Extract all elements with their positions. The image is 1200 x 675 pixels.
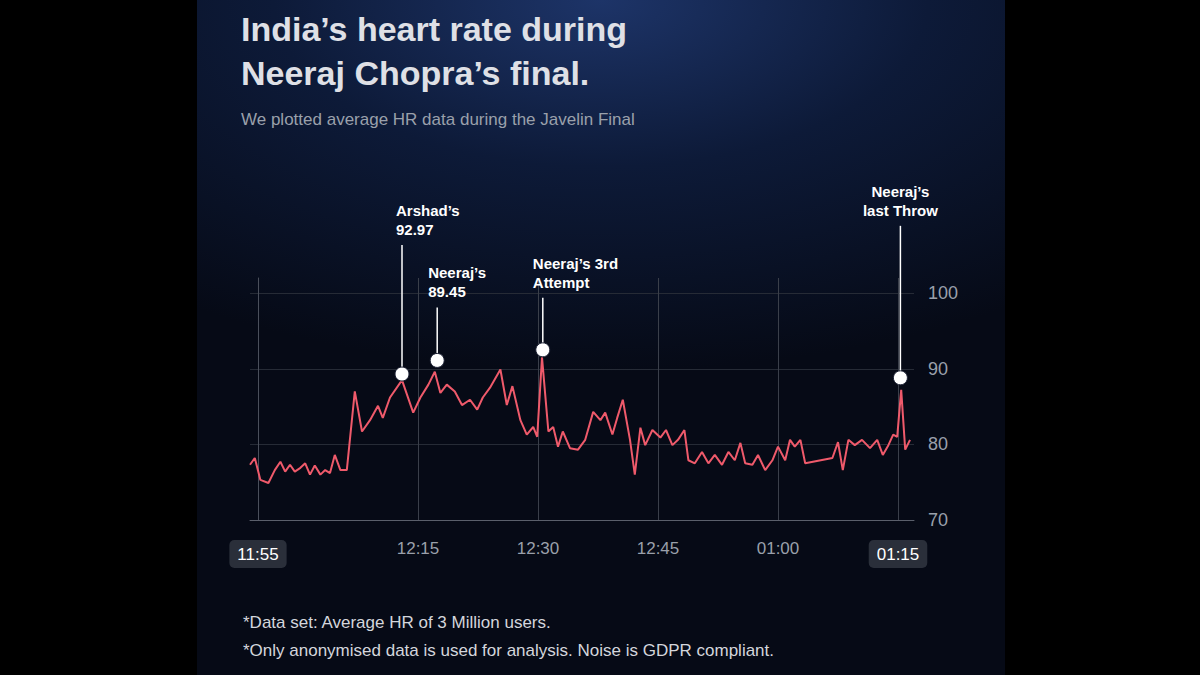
- svg-text:100: 100: [928, 283, 958, 303]
- svg-text:Attempt: Attempt: [533, 274, 590, 291]
- svg-text:70: 70: [928, 510, 948, 530]
- svg-text:Arshad’s: Arshad’s: [396, 202, 460, 219]
- svg-text:92.97: 92.97: [396, 221, 434, 238]
- svg-text:89.45: 89.45: [428, 283, 466, 300]
- svg-text:11:55: 11:55: [237, 545, 278, 564]
- svg-text:01:00: 01:00: [757, 539, 800, 558]
- svg-text:*Data set: Average HR of 3 Mil: *Data set: Average HR of 3 Million users…: [243, 613, 551, 632]
- svg-text:12:30: 12:30: [517, 539, 560, 558]
- svg-text:Neeraj’s 3rd: Neeraj’s 3rd: [533, 255, 618, 272]
- svg-text:Neeraj’s: Neeraj’s: [428, 264, 486, 281]
- svg-text:Neeraj Chopra’s final.: Neeraj Chopra’s final.: [241, 54, 589, 92]
- svg-text:90: 90: [928, 359, 948, 379]
- svg-text:12:15: 12:15: [397, 539, 440, 558]
- svg-text:India’s heart rate during: India’s heart rate during: [241, 10, 627, 48]
- svg-text:Neeraj’s: Neeraj’s: [871, 183, 929, 200]
- svg-text:01:15: 01:15: [877, 545, 920, 564]
- svg-text:*Only anonymised data is used: *Only anonymised data is used for analys…: [243, 641, 774, 660]
- svg-text:80: 80: [928, 434, 948, 454]
- svg-text:We plotted average HR data dur: We plotted average HR data during the Ja…: [241, 110, 635, 129]
- svg-text:last Throw: last Throw: [863, 202, 938, 219]
- svg-text:12:45: 12:45: [637, 539, 680, 558]
